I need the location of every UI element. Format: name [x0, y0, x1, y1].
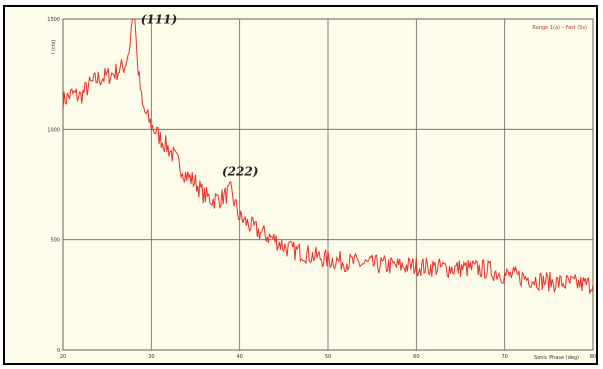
tick-labels: 20 30 40 50 60 70 80 0 500 1000 1500 — [47, 17, 596, 360]
x-tick-label: 20 — [60, 354, 66, 360]
y-tick-label: 500 — [50, 238, 60, 244]
chart-frame: 20 30 40 50 60 70 80 0 500 1000 1500 (111) (222) Ra… — [3, 5, 598, 365]
legend-text: Range 1(a) – Fast (5s) — [532, 25, 587, 31]
x-tick-label: 80 — [590, 354, 596, 360]
x-tick-label: 70 — [501, 354, 507, 360]
y-tick-label: 1000 — [47, 127, 60, 133]
series-line — [62, 18, 594, 294]
y-tick-label: 0 — [57, 348, 60, 354]
xrd-chart: 20 30 40 50 60 70 80 0 500 1000 1500 (111) (222) Ra… — [47, 12, 596, 361]
peak-annotation: (222) — [222, 165, 258, 179]
x-tick-label: 40 — [236, 354, 242, 360]
x-tick-label: 30 — [148, 354, 154, 360]
x-tick-label: 60 — [413, 354, 419, 360]
peak-annotation: (111) — [141, 12, 177, 26]
y-axis-label: I (cts) — [51, 40, 57, 54]
x-axis-label: Sonic Phase (deg) — [534, 355, 579, 361]
y-tick-label: 1500 — [47, 17, 60, 23]
annotations: (111) (222) — [141, 12, 259, 178]
x-tick-label: 50 — [325, 354, 331, 360]
